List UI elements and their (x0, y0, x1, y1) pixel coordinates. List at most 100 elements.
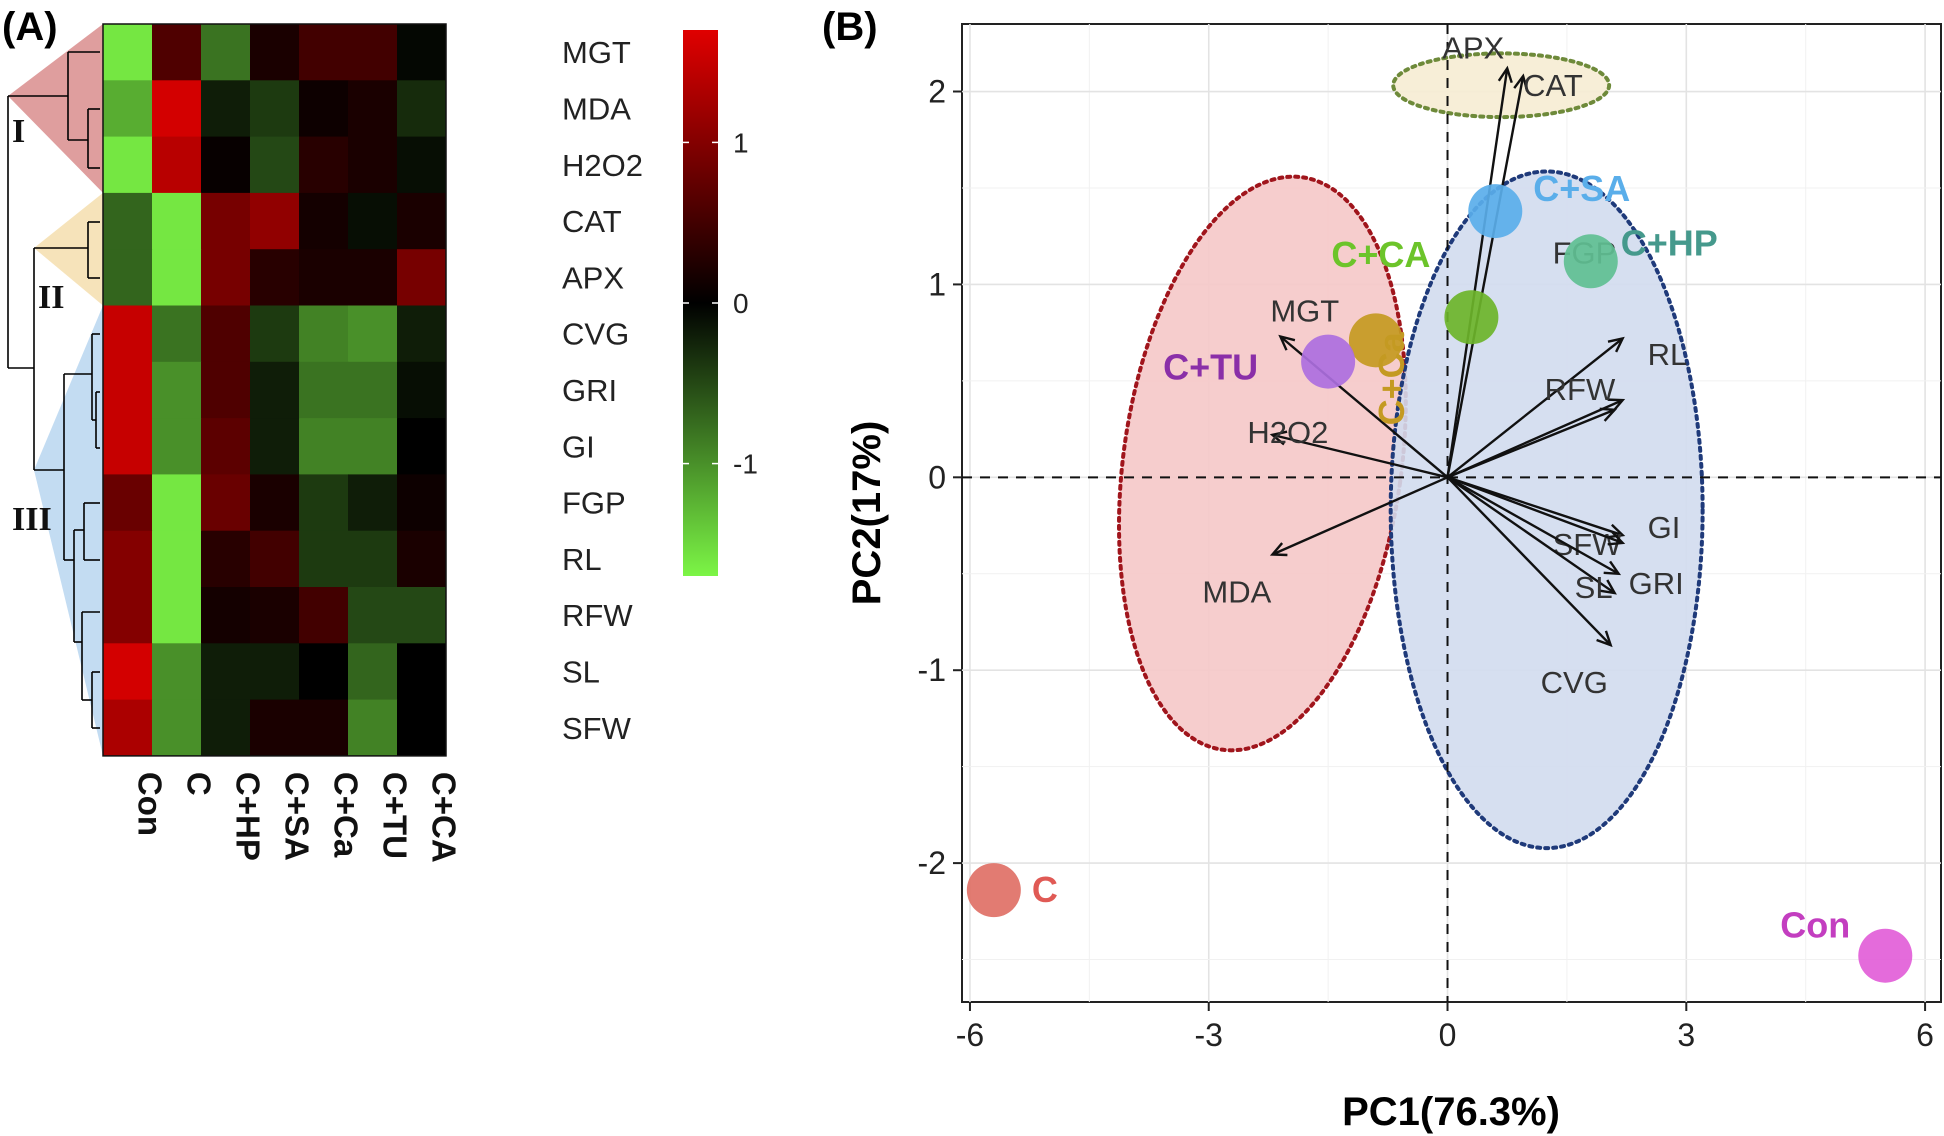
heatmap-cell (250, 249, 300, 306)
heatmap-cell (348, 418, 398, 475)
row-label-h2o2: H2O2 (562, 148, 643, 183)
heatmap-cell (250, 587, 300, 644)
heatmap-column-labels: Con C C+HP C+SA C+Ca C+TU C+CA (132, 772, 463, 863)
heatmap-cell (348, 361, 398, 419)
loading-label-gri: GRI (1629, 566, 1684, 601)
loading-arrowhead (1607, 336, 1625, 353)
loading-label-sl: SL (1575, 570, 1613, 605)
heatmap-cell (397, 136, 447, 194)
heatmap-cell (299, 361, 349, 419)
heatmap-cell (348, 305, 398, 363)
loading-label-rfw: RFW (1545, 372, 1616, 407)
loading-arrow-sfw (1447, 476, 1624, 537)
heatmap-cell (250, 192, 300, 250)
heatmap-cell (250, 474, 300, 532)
heatmap-cell (397, 418, 447, 475)
heatmap-cell (397, 305, 447, 363)
column-label-c-tu: C+TU (377, 772, 414, 859)
heatmap-cell (299, 699, 349, 757)
heatmap-cell (152, 699, 202, 757)
loading-label-cat: CAT (1523, 68, 1583, 103)
x-tick-label: 0 (1439, 1017, 1457, 1053)
loading-arrowhead (1497, 65, 1513, 84)
heatmap-cell (397, 474, 447, 532)
row-label-cat: CAT (562, 204, 622, 239)
heatmap-cell (250, 305, 300, 363)
heatmap-cell (201, 305, 251, 363)
heatmap-cell (299, 249, 349, 306)
heatmap-border (102, 23, 447, 757)
heatmap-cell (397, 643, 447, 701)
heatmap-cell (397, 24, 447, 81)
column-label-con: Con (132, 772, 169, 836)
loading-arrowhead (1607, 398, 1626, 413)
dendrogram (7, 51, 100, 729)
heatmap-cell (348, 643, 398, 701)
loading-arrow-fgp (1446, 337, 1624, 479)
y-tick-label: 2 (928, 74, 946, 110)
loading-arrow-gi (1447, 476, 1624, 545)
loading-arrow-sl (1446, 476, 1616, 595)
panel-a-label: (A) (2, 5, 58, 49)
heatmap-cell (103, 530, 153, 588)
x-tick-label: -3 (1195, 1017, 1223, 1053)
heatmap-cell (103, 361, 153, 419)
column-label-c-hp: C+HP (230, 772, 267, 861)
heatmap-cell (299, 474, 349, 532)
loading-label-mgt: MGT (1270, 293, 1339, 328)
heatmap-cell (299, 192, 349, 250)
colorbar-tick-label: 0 (733, 288, 749, 319)
heatmap-cell (152, 80, 202, 138)
heatmap-cell (250, 418, 300, 475)
column-label-c-ca: C+CA (426, 772, 463, 863)
heatmap-cell (103, 192, 153, 250)
heatmap-cell (348, 136, 398, 194)
sample-point-c-ca (1348, 313, 1403, 368)
heatmap-cell (152, 587, 202, 644)
heatmap-cell (250, 136, 300, 194)
loading-label-h2o2: H2O2 (1247, 415, 1328, 450)
colorbar-ticks: 1 0 -1 (683, 127, 758, 480)
loading-arrowhead (1599, 407, 1618, 422)
loading-arrowhead (1603, 560, 1622, 576)
cluster-II-shade (34, 192, 103, 306)
heatmap-cell (397, 80, 447, 138)
loading-label-rl: RL (1648, 337, 1688, 372)
heatmap-cell (152, 530, 202, 588)
heatmap-cell (299, 643, 349, 701)
column-label-c: C (181, 772, 218, 796)
heatmap-cell (103, 474, 153, 532)
loading-arrow-cat (1446, 75, 1525, 478)
heatmap-cell (152, 136, 202, 194)
heatmap-cell (152, 418, 202, 475)
colorbar-tick-label: 1 (733, 127, 749, 158)
heatmap-cell (201, 80, 251, 138)
heatmap-cell (299, 587, 349, 644)
heatmap-cell (201, 530, 251, 588)
sample-point-c-sa (1468, 184, 1523, 239)
pca-biplot-panel: (B) APXCATMGTH2O2MDAFGPRLRFWSFWGIGRISLCV… (822, 5, 1942, 1134)
heatmap-grid (102, 23, 447, 757)
heatmap-cell (152, 24, 202, 81)
loading-arrow-mda (1271, 476, 1449, 556)
heatmap-cell (103, 249, 153, 306)
heatmap-cell (299, 418, 349, 475)
heatmap-cell (103, 587, 153, 644)
heatmap-cell (152, 192, 202, 250)
heatmap-cell (103, 699, 153, 757)
heatmap-cell (397, 530, 447, 588)
row-label-sl: SL (562, 654, 600, 689)
loading-arrowhead (1513, 73, 1529, 91)
heatmap-cell (299, 136, 349, 194)
x-tick-label: 3 (1677, 1017, 1695, 1053)
cluster-III-label: III (12, 501, 52, 538)
heatmap-cell (250, 80, 300, 138)
cluster-II-label: II (38, 279, 64, 316)
x-tick-label: 6 (1916, 1017, 1934, 1053)
heatmap-cell (152, 361, 202, 419)
row-label-gri: GRI (562, 373, 617, 408)
heatmap-cell (397, 361, 447, 419)
